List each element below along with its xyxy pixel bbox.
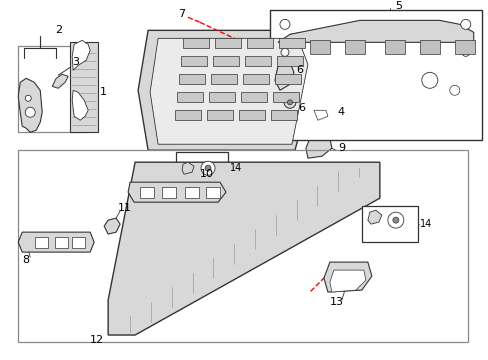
Circle shape	[25, 107, 35, 117]
Polygon shape	[72, 40, 90, 70]
Bar	[35, 237, 48, 248]
Text: 14: 14	[419, 219, 431, 229]
Polygon shape	[18, 232, 94, 252]
Bar	[181, 56, 206, 66]
Bar	[246, 38, 272, 48]
Polygon shape	[307, 100, 334, 124]
Polygon shape	[52, 74, 68, 88]
Text: 14: 14	[229, 163, 242, 173]
Circle shape	[25, 95, 31, 101]
Polygon shape	[72, 90, 88, 120]
Bar	[179, 74, 204, 84]
Bar	[18, 46, 86, 132]
Text: 1: 1	[100, 87, 107, 97]
Polygon shape	[182, 162, 194, 174]
Circle shape	[284, 96, 295, 108]
Polygon shape	[104, 218, 120, 234]
Bar	[270, 110, 296, 120]
Polygon shape	[313, 110, 327, 120]
Polygon shape	[18, 78, 42, 132]
Bar	[208, 92, 235, 102]
Text: 7: 7	[178, 9, 185, 19]
Polygon shape	[138, 30, 319, 150]
Bar	[272, 92, 298, 102]
Text: 5: 5	[394, 1, 401, 12]
Bar	[344, 40, 364, 54]
Circle shape	[449, 85, 459, 95]
Text: 11: 11	[118, 203, 132, 213]
Bar	[384, 40, 404, 54]
Bar	[176, 152, 227, 182]
Bar	[278, 38, 305, 48]
Bar	[361, 206, 417, 242]
Polygon shape	[128, 182, 225, 202]
Polygon shape	[108, 162, 379, 335]
Circle shape	[460, 19, 470, 30]
Bar	[18, 150, 467, 342]
Bar	[206, 110, 233, 120]
Circle shape	[387, 212, 403, 228]
Text: 2: 2	[55, 25, 62, 35]
Text: 12: 12	[90, 335, 104, 345]
Circle shape	[201, 161, 215, 175]
Bar	[213, 56, 239, 66]
Bar	[454, 40, 474, 54]
Bar	[215, 38, 241, 48]
Text: 6: 6	[295, 65, 303, 75]
Circle shape	[461, 48, 469, 56]
Polygon shape	[150, 38, 307, 144]
Bar	[239, 110, 264, 120]
Polygon shape	[329, 270, 365, 292]
Bar	[309, 40, 329, 54]
Bar	[70, 42, 98, 132]
Bar	[269, 10, 481, 140]
Text: 6: 6	[297, 103, 305, 113]
Circle shape	[204, 165, 211, 171]
Bar	[241, 92, 266, 102]
Bar	[162, 187, 176, 198]
Bar	[72, 237, 85, 248]
Circle shape	[421, 72, 437, 88]
Text: 9: 9	[337, 143, 345, 153]
Polygon shape	[305, 138, 331, 158]
Bar	[243, 74, 268, 84]
Circle shape	[281, 48, 288, 56]
Bar	[140, 187, 154, 198]
Bar	[183, 38, 208, 48]
Bar	[177, 92, 203, 102]
Polygon shape	[367, 210, 381, 224]
Text: 13: 13	[329, 297, 343, 307]
Bar	[175, 110, 201, 120]
Circle shape	[287, 100, 292, 105]
Polygon shape	[274, 62, 293, 90]
Text: 4: 4	[337, 107, 345, 117]
Circle shape	[280, 19, 289, 30]
Bar	[274, 74, 300, 84]
Text: 8: 8	[22, 255, 29, 265]
Bar	[205, 187, 220, 198]
Polygon shape	[323, 262, 371, 292]
Bar	[55, 237, 68, 248]
Circle shape	[392, 217, 398, 223]
Bar	[184, 187, 199, 198]
Bar	[244, 56, 270, 66]
Polygon shape	[277, 21, 473, 42]
Text: 10: 10	[200, 169, 214, 179]
Bar	[276, 56, 303, 66]
Bar	[419, 40, 439, 54]
Bar	[211, 74, 237, 84]
Text: 3: 3	[72, 57, 79, 67]
